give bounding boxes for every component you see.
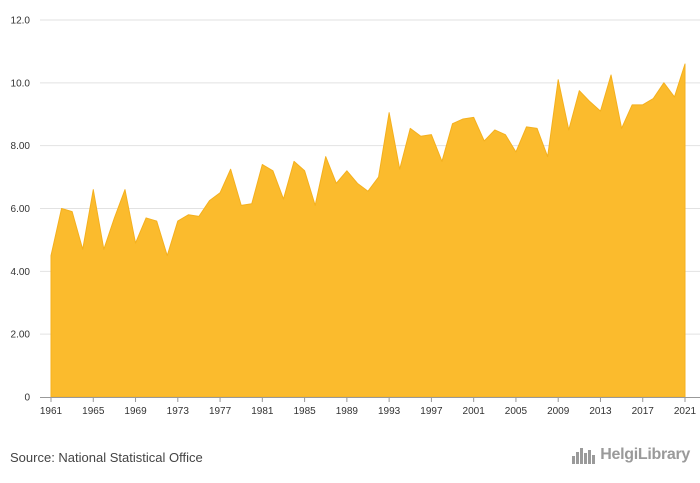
data-point — [462, 118, 464, 120]
data-point — [557, 78, 559, 80]
data-point — [515, 151, 517, 153]
data-point — [113, 217, 115, 219]
data-point — [578, 89, 580, 91]
data-point — [187, 214, 189, 216]
y-tick-label: 4.00 — [11, 267, 31, 278]
y-tick-label: 6.00 — [11, 204, 31, 215]
data-point — [166, 254, 168, 256]
data-point — [620, 127, 622, 129]
data-point — [652, 97, 654, 99]
x-tick-label: 2013 — [589, 406, 612, 417]
x-tick-label: 1973 — [167, 406, 190, 417]
data-point — [155, 220, 157, 222]
x-tick-label: 2021 — [674, 406, 697, 417]
x-tick-label: 1997 — [420, 406, 443, 417]
data-point — [229, 168, 231, 170]
data-point — [399, 168, 401, 170]
data-point — [208, 199, 210, 201]
data-point — [673, 96, 675, 98]
helgi-library-logo[interactable]: HelgiLibrary — [571, 446, 690, 464]
footer: Source: National Statistical Office Helg… — [0, 438, 700, 483]
data-point — [504, 133, 506, 135]
x-tick-label: 1965 — [82, 406, 105, 417]
data-point — [261, 163, 263, 165]
data-point — [219, 192, 221, 194]
data-point — [430, 133, 432, 135]
x-tick-label: 2017 — [632, 406, 655, 417]
y-tick-label: 8.00 — [11, 141, 31, 152]
city-skyline-icon — [572, 448, 596, 464]
data-point — [82, 248, 84, 250]
data-point — [356, 182, 358, 184]
data-point — [240, 204, 242, 206]
data-point — [589, 100, 591, 102]
data-point — [282, 198, 284, 200]
data-point — [631, 104, 633, 106]
data-point — [599, 110, 601, 112]
data-point — [409, 127, 411, 129]
data-point — [472, 116, 474, 118]
x-tick-label: 2001 — [463, 406, 486, 417]
data-point — [251, 203, 253, 205]
data-point — [568, 129, 570, 131]
data-point — [451, 122, 453, 124]
x-axis: 1961 1965 1969 1973 1977 1981 1985 1989 1993 1997… — [40, 397, 697, 417]
x-tick-label: 2005 — [505, 406, 528, 417]
data-point — [71, 210, 73, 212]
data-point — [325, 155, 327, 157]
y-tick-label: 0 — [24, 393, 30, 404]
data-point — [546, 155, 548, 157]
data-point — [50, 254, 52, 256]
area-series — [50, 63, 686, 398]
logo-text: HelgiLibrary — [600, 446, 690, 463]
x-tick-label: 1985 — [293, 406, 316, 417]
data-point — [346, 170, 348, 172]
data-point — [103, 248, 105, 250]
x-tick-label: 2009 — [547, 406, 570, 417]
data-point — [610, 74, 612, 76]
data-point — [293, 160, 295, 162]
y-tick-label: 12.0 — [11, 16, 31, 27]
data-point — [303, 170, 305, 172]
data-point — [335, 182, 337, 184]
data-point — [272, 170, 274, 172]
data-point — [367, 190, 369, 192]
data-point — [177, 220, 179, 222]
data-point — [441, 160, 443, 162]
data-point — [377, 176, 379, 178]
y-axis: 0 2.00 4.00 6.00 8.00 10.0 12.0 — [11, 16, 31, 404]
data-point — [145, 217, 147, 219]
x-tick-label: 1969 — [124, 406, 147, 417]
data-point — [642, 104, 644, 106]
data-point — [684, 63, 686, 65]
y-tick-label: 2.00 — [11, 330, 31, 341]
data-point — [92, 188, 94, 190]
x-tick-label: 1993 — [378, 406, 401, 417]
x-tick-label: 1977 — [209, 406, 232, 417]
x-tick-label: 1981 — [251, 406, 274, 417]
data-point — [134, 242, 136, 244]
x-tick-label: 1989 — [336, 406, 359, 417]
data-point — [494, 129, 496, 131]
x-tick-label: 1961 — [40, 406, 63, 417]
data-point — [525, 126, 527, 128]
data-point — [198, 215, 200, 217]
data-point — [536, 127, 538, 129]
data-point — [124, 188, 126, 190]
data-point — [420, 135, 422, 137]
source-note: Source: National Statistical Office — [10, 450, 203, 465]
data-point — [388, 111, 390, 113]
data-point — [663, 82, 665, 84]
data-point — [60, 207, 62, 209]
data-point — [483, 140, 485, 142]
y-tick-label: 10.0 — [11, 78, 31, 89]
data-point — [314, 204, 316, 206]
